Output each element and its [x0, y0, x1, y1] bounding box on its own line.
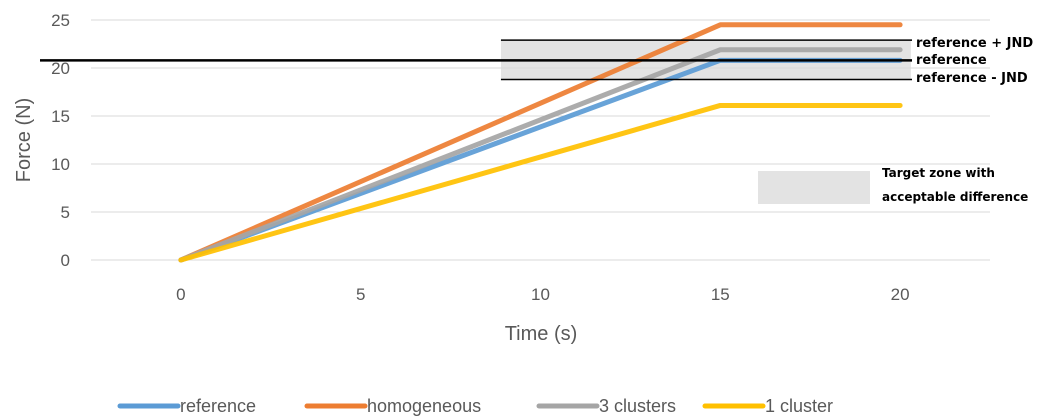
x-tick-label-20: 20: [891, 285, 910, 304]
reference-lines: [40, 39, 912, 81]
series-line-1-cluster: [178, 102, 903, 263]
series-line-homogeneous: [178, 22, 903, 263]
x-axis-title: Time (s): [505, 323, 578, 345]
y-tick-label-25: 25: [51, 11, 70, 30]
legend: reference homogeneous 3 clusters 1 cluster: [117, 396, 833, 416]
x-tick-label-5: 5: [356, 285, 365, 304]
target-zone-label-line1: Target zone with: [882, 166, 995, 180]
y-tick-label-0: 0: [61, 251, 70, 270]
y-tick-labels: 0 5 10 15 20 25: [51, 11, 70, 270]
x-tick-label-0: 0: [176, 285, 185, 304]
target-zone-legend-swatch: [758, 171, 870, 204]
annotation-reference-minus-jnd: reference - JND: [916, 71, 1028, 86]
x-tick-label-10: 10: [531, 285, 550, 304]
x-tick-label-15: 15: [711, 285, 730, 304]
annotation-reference: reference: [916, 53, 987, 68]
legend-label-3-clusters: 3 clusters: [599, 396, 676, 416]
target-zone-label-line2: acceptable difference: [882, 190, 1028, 204]
legend-label-1-cluster: 1 cluster: [765, 396, 833, 416]
y-tick-label-5: 5: [61, 203, 70, 222]
y-tick-label-10: 10: [51, 155, 70, 174]
series-line-3-clusters: [178, 47, 903, 263]
y-tick-label-20: 20: [51, 59, 70, 78]
y-axis-title: Force (N): [13, 98, 35, 182]
legend-label-reference: reference: [180, 396, 256, 416]
y-tick-label-15: 15: [51, 107, 70, 126]
annotation-reference-plus-jnd: reference + JND: [916, 36, 1033, 51]
legend-label-homogeneous: homogeneous: [367, 396, 481, 416]
x-tick-labels: 0 5 10 15 20: [176, 285, 909, 304]
